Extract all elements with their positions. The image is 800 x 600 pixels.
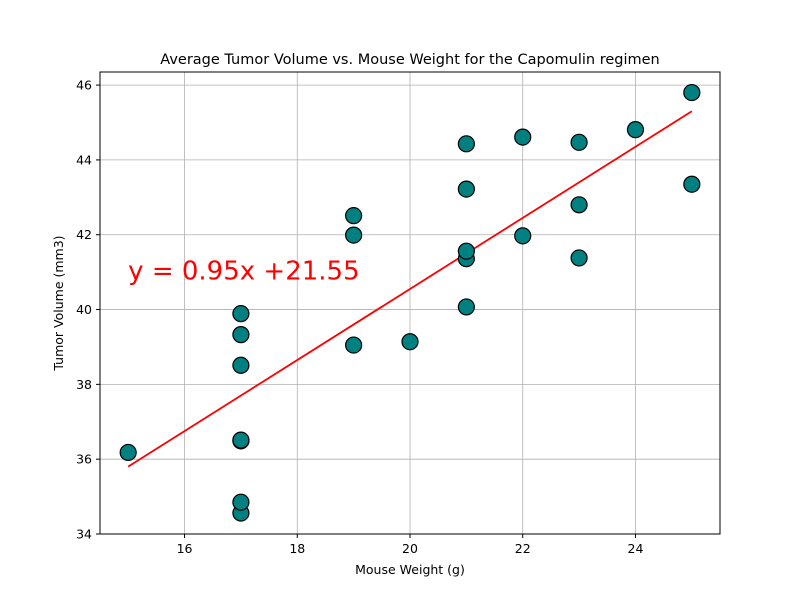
regression-line-group (127, 110, 693, 468)
data-point (232, 431, 250, 449)
y-axis-ticks: 34 36 38 40 42 44 46 (76, 78, 100, 542)
data-point (119, 443, 137, 462)
data-points (119, 83, 701, 522)
data-point (683, 83, 701, 102)
y-tick-label: 36 (76, 452, 92, 467)
data-point (626, 121, 645, 139)
chart-title: Average Tumor Volume vs. Mouse Weight fo… (160, 52, 659, 68)
data-point (514, 128, 532, 146)
x-tick-label: 16 (177, 541, 193, 556)
data-point (401, 333, 419, 351)
y-tick-label: 42 (76, 227, 92, 242)
data-point (232, 305, 250, 323)
x-axis-ticks: 16 18 20 22 24 (177, 534, 644, 556)
y-tick-label: 34 (76, 527, 92, 542)
data-point (232, 356, 250, 374)
data-point (457, 180, 475, 198)
data-point (570, 133, 588, 151)
data-point (232, 493, 250, 511)
x-tick-label: 20 (402, 541, 418, 556)
x-tick-label: 18 (289, 541, 305, 556)
x-axis-label: Mouse Weight (g) (355, 562, 465, 577)
regression-line (127, 110, 693, 468)
data-point (345, 226, 363, 244)
data-point (570, 249, 588, 267)
y-axis-label: Tumor Volume (mm3) (51, 235, 66, 371)
x-tick-label: 24 (628, 541, 644, 556)
y-tick-label: 40 (76, 302, 92, 317)
y-tick-label: 46 (76, 78, 92, 93)
regression-equation: y = 0.95x +21.55 (128, 257, 359, 287)
data-point (683, 175, 701, 193)
data-point (514, 227, 532, 245)
x-tick-label: 22 (515, 541, 531, 556)
data-point (345, 207, 363, 225)
y-tick-label: 38 (76, 377, 92, 392)
grid (100, 72, 720, 535)
y-tick-label: 44 (76, 152, 92, 167)
data-point (457, 135, 475, 153)
data-point (457, 298, 475, 316)
data-point (345, 336, 363, 354)
data-point (232, 326, 250, 344)
data-point (457, 242, 475, 260)
data-point (570, 196, 588, 214)
